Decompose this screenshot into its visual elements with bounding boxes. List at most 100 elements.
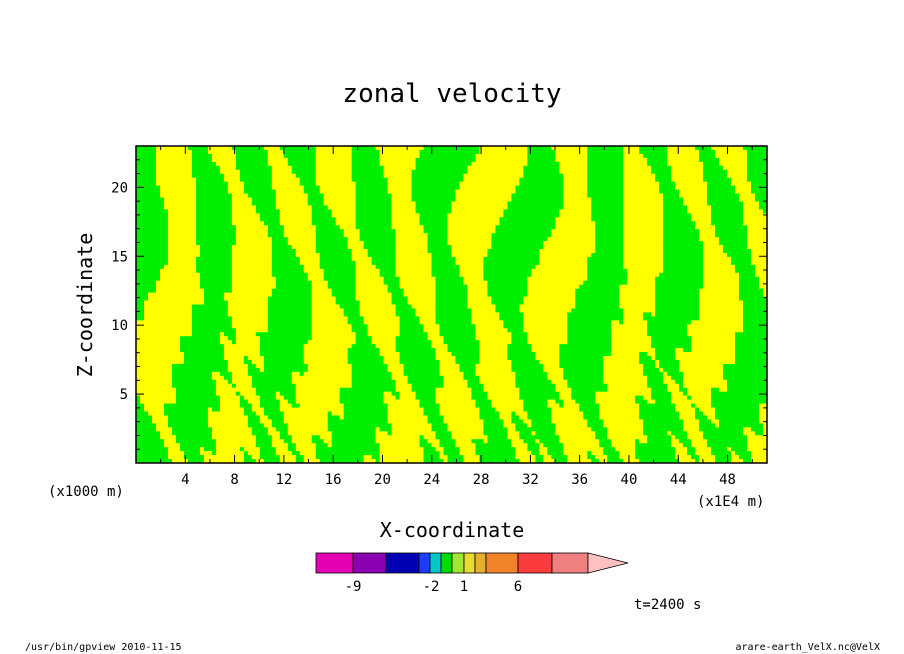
field-cell: [343, 161, 349, 167]
field-cell: [391, 260, 396, 266]
field-cell: [263, 197, 269, 202]
field-cell: [207, 197, 213, 202]
field-cell: [207, 181, 213, 187]
field-cell: [403, 249, 408, 254]
field-cell: [279, 256, 285, 262]
field-cell: [459, 260, 464, 266]
field-cell: [543, 189, 548, 194]
field-cell: [327, 225, 333, 230]
field-cell: [327, 201, 333, 206]
field-cell: [723, 217, 728, 222]
field-cell: [763, 146, 768, 151]
field-cell: [383, 177, 388, 183]
field-cell: [207, 169, 213, 175]
field-cell: [379, 221, 384, 226]
field-cell: [747, 245, 752, 250]
field-cell: [711, 209, 716, 214]
field-cell: [391, 256, 396, 262]
field-cell: [175, 149, 181, 155]
field-cell: [191, 189, 197, 194]
field-cell: [691, 221, 696, 226]
field-cell: [639, 213, 644, 218]
field-cell: [663, 153, 668, 159]
field-cell: [639, 245, 644, 250]
field-cell: [255, 252, 261, 258]
field-cell: [327, 185, 333, 190]
field-cell: [599, 205, 604, 210]
field-cell: [203, 161, 209, 167]
field-cell: [259, 264, 265, 270]
field-cell: [643, 205, 648, 210]
field-cell: [575, 241, 580, 246]
field-cell: [655, 153, 660, 159]
field-cell: [247, 149, 253, 155]
field-cell: [491, 225, 496, 230]
field-cell: [763, 229, 768, 234]
field-cell: [539, 157, 544, 163]
field-cell: [175, 165, 181, 171]
field-cell: [199, 201, 205, 206]
field-cell: [595, 197, 600, 202]
field-cell: [735, 249, 740, 254]
field-cell: [667, 249, 672, 254]
field-cell: [136, 149, 141, 155]
field-cell: [559, 193, 564, 198]
field-cell: [627, 205, 632, 210]
field-cell: [635, 225, 640, 230]
field-cell: [727, 173, 732, 179]
field-cell: [583, 193, 588, 198]
field-cell: [423, 153, 428, 159]
field-cell: [571, 249, 576, 254]
field-cell: [439, 225, 444, 230]
field-cell: [683, 252, 688, 258]
field-cell: [175, 241, 181, 246]
field-cell: [547, 201, 552, 206]
field-cell: [519, 233, 524, 238]
field-cell: [487, 245, 492, 250]
field-cell: [675, 245, 680, 250]
field-cell: [563, 205, 568, 210]
field-cell: [675, 225, 680, 230]
field-cell: [563, 169, 568, 175]
field-cell: [711, 264, 716, 270]
field-cell: [463, 205, 468, 210]
field-cell: [303, 241, 309, 246]
field-cell: [583, 146, 588, 151]
field-cell: [387, 249, 392, 254]
field-cell: [483, 241, 488, 246]
field-cell: [179, 209, 185, 214]
field-cell: [435, 209, 440, 214]
field-cell: [659, 221, 664, 226]
field-cell: [515, 201, 520, 206]
field-cell: [599, 189, 604, 194]
field-cell: [751, 169, 756, 175]
field-cell: [251, 157, 257, 163]
field-cell: [463, 241, 468, 246]
field-cell: [583, 229, 588, 234]
field-cell: [307, 149, 313, 155]
field-cell: [275, 241, 281, 246]
field-cell: [463, 268, 468, 274]
field-cell: [731, 260, 736, 266]
field-cell: [299, 256, 305, 262]
field-cell: [459, 185, 464, 190]
field-cell: [395, 264, 400, 270]
field-cell: [275, 221, 281, 226]
field-cell: [375, 197, 381, 202]
field-cell: [611, 193, 616, 198]
field-cell: [219, 249, 225, 254]
field-cell: [267, 225, 273, 230]
field-cell: [511, 213, 516, 218]
field-cell: [215, 217, 221, 222]
field-cell: [207, 221, 213, 226]
field-cell: [707, 173, 712, 179]
field-cell: [475, 173, 480, 179]
field-cell: [235, 157, 241, 163]
field-cell: [307, 221, 313, 226]
field-cell: [651, 169, 656, 175]
field-cell: [523, 249, 528, 254]
field-cell: [519, 177, 524, 183]
field-cell: [543, 233, 548, 238]
field-cell: [655, 264, 660, 270]
field-cell: [247, 268, 253, 274]
